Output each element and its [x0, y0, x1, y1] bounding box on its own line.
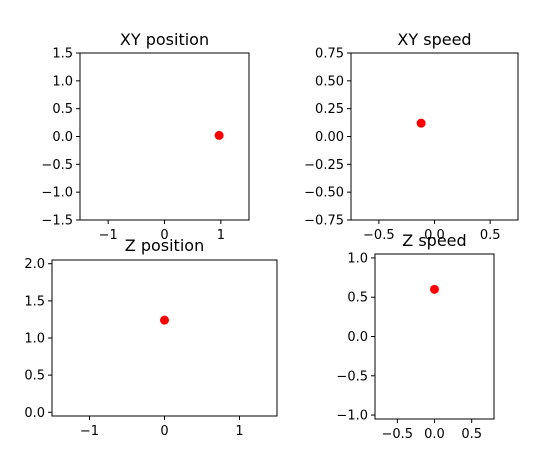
- xy-speed-y-tick-label: −0.75: [304, 214, 344, 229]
- xy-position-point: [214, 130, 224, 140]
- z-position-point: [160, 315, 169, 325]
- z-speed-x-tick-label: −0.5: [382, 427, 414, 442]
- xy-speed-y-tick-label: 0.50: [315, 74, 344, 89]
- z-position-y-tick-label: 2.0: [24, 257, 45, 272]
- z-speed-point: [430, 284, 439, 294]
- xy-position-x-tick-label: −1: [99, 228, 118, 243]
- z-speed-y-tick-label: 0.0: [347, 330, 368, 345]
- z-position-y-tick-label: 1.0: [24, 332, 45, 347]
- xy-position-y-tick-label: −1.5: [41, 214, 73, 229]
- xy-speed-y-tick-label: 0.75: [315, 47, 344, 62]
- z-speed-x-tick-label: 0.5: [461, 427, 482, 442]
- z-position-title: Z position: [125, 236, 204, 255]
- xy-position-y-tick-label: 0.0: [52, 130, 73, 145]
- z-position-x-tick-label: 0: [160, 424, 168, 439]
- z-speed-axes-frame: [374, 253, 495, 420]
- z-speed-y-tick-label: −0.5: [336, 369, 368, 384]
- z-speed-title: Z speed: [402, 231, 466, 250]
- z-position-panel: Z position −1 0 1 0.0 0.5 1.0 1.5 2.0: [24, 236, 278, 439]
- z-speed-panel: Z speed −0.5 0.0 0.5 −1.0 −0.5 0.0 0.5 1.0: [336, 231, 495, 442]
- xy-position-title: XY position: [120, 30, 209, 49]
- xy-speed-point: [416, 118, 426, 128]
- xy-speed-x-tick-label: 0.5: [480, 228, 501, 243]
- xy-speed-y-tick-label: −0.50: [304, 186, 344, 201]
- z-position-y-tick-label: 0.0: [24, 406, 45, 421]
- z-speed-y-tick-label: −1.0: [336, 409, 368, 424]
- z-position-axes-frame: [51, 259, 278, 417]
- xy-position-axes-frame: [79, 52, 250, 221]
- xy-speed-y-tick-label: 0.00: [315, 130, 344, 145]
- xy-position-y-tick-label: −1.0: [41, 186, 73, 201]
- xy-position-x-tick-label: 1: [217, 228, 225, 243]
- z-speed-x-tick-label: 0.0: [424, 427, 445, 442]
- z-position-y-tick-label: 1.5: [24, 294, 45, 309]
- xy-speed-x-tick-label: −0.5: [363, 228, 395, 243]
- xy-speed-y-tick-label: 0.25: [315, 102, 344, 117]
- z-position-x-tick-label: −1: [80, 424, 99, 439]
- xy-position-x-tick-label: 0: [160, 228, 168, 243]
- z-speed-y-tick-label: 1.0: [347, 251, 368, 266]
- z-position-x-tick-label: 1: [235, 424, 243, 439]
- xy-speed-y-tick-label: −0.25: [304, 158, 344, 173]
- xy-position-y-tick-label: 1.5: [52, 47, 73, 62]
- xy-speed-axes-frame: [350, 52, 519, 221]
- xy-position-y-tick-label: 1.0: [52, 74, 73, 89]
- xy-speed-panel: XY speed −0.5 0.0 0.5 −0.75 −0.50 −0.25 0.00 0.2…: [304, 30, 519, 243]
- xy-position-panel: XY position −1 0 1 −1.5 −1.0 −0.5 0.0 0.5 1.0 1.5: [41, 30, 250, 243]
- xy-speed-title: XY speed: [397, 30, 471, 49]
- z-position-y-tick-label: 0.5: [24, 369, 45, 384]
- xy-position-y-tick-label: −0.5: [41, 158, 73, 173]
- xy-speed-x-tick-label: 0.0: [424, 228, 445, 243]
- z-speed-y-tick-label: 0.5: [347, 291, 368, 306]
- xy-position-y-tick-label: 0.5: [52, 102, 73, 117]
